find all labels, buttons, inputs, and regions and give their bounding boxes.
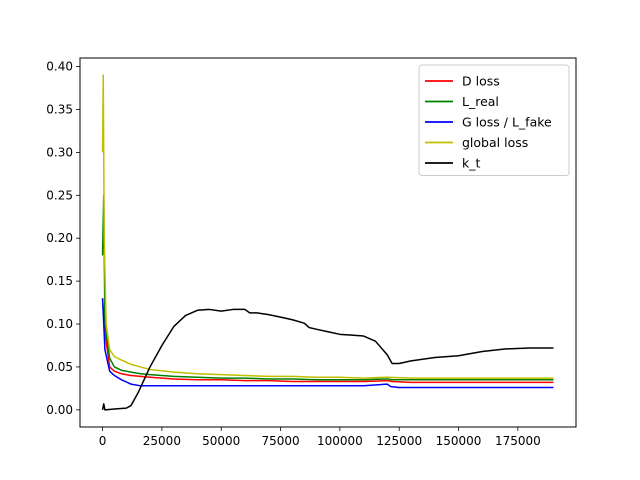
series-line-4: [101, 308, 554, 411]
legend-label-2: G loss / L_fake: [462, 115, 552, 130]
x-axis: 0 25000 50000 75000 100000 125000 150000 175000: [99, 427, 541, 448]
series-line-1: [101, 194, 554, 381]
x-tick-label: 75000: [261, 434, 299, 448]
series-line-0: [101, 298, 554, 384]
y-tick-label: 0.25: [46, 188, 73, 202]
y-tick-label: 0.05: [46, 360, 73, 374]
y-axis: 0.00 0.05 0.10 0.15 0.20 0.25 0.30 0.35 0.40: [46, 60, 80, 417]
x-tick-label: 50000: [202, 434, 240, 448]
x-tick-label: 125000: [376, 434, 422, 448]
y-tick-label: 0.40: [46, 60, 73, 74]
legend-label-4: k_t: [462, 156, 480, 171]
series-line-3: [101, 74, 554, 379]
x-tick-label: 25000: [143, 434, 181, 448]
y-tick-label: 0.35: [46, 102, 73, 116]
x-tick-label: 150000: [436, 434, 482, 448]
legend-label-1: L_real: [462, 94, 499, 109]
y-tick-label: 0.10: [46, 317, 73, 331]
legend-label-0: D loss: [462, 74, 500, 89]
x-tick-label: 0: [99, 434, 107, 448]
legend-label-3: global loss: [462, 135, 528, 150]
series-layer: [101, 74, 554, 411]
y-tick-label: 0.15: [46, 274, 73, 288]
y-tick-label: 0.30: [46, 145, 73, 159]
x-tick-label: 175000: [495, 434, 541, 448]
x-tick-label: 100000: [317, 434, 363, 448]
legend-box: [418, 64, 570, 176]
plot-frame: [79, 57, 577, 428]
y-tick-label: 0.20: [46, 231, 73, 245]
series-line-2: [101, 298, 554, 389]
y-tick-label: 0.00: [46, 403, 73, 417]
